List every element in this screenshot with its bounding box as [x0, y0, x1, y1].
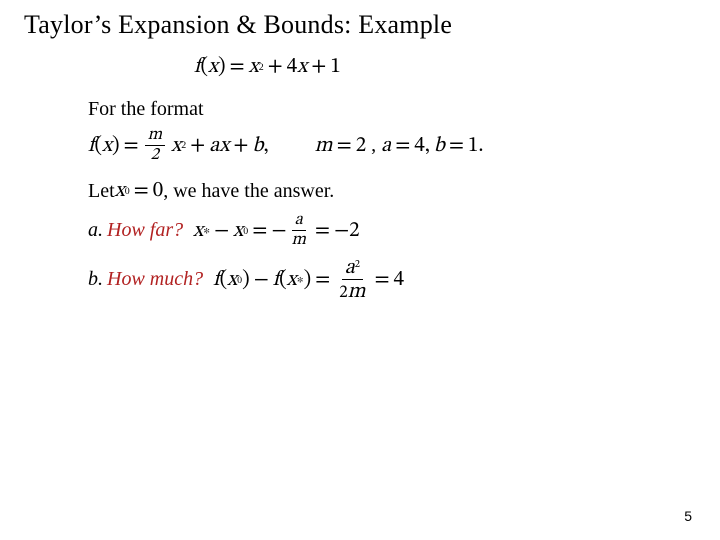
- b-val: 1: [468, 133, 478, 159]
- four: 4: [287, 54, 297, 80]
- fx0-x: x: [227, 267, 237, 293]
- one: 1: [330, 54, 340, 80]
- let-zero: 0: [153, 178, 163, 204]
- frac-m-over-2: m 2: [145, 127, 165, 164]
- x2: x: [297, 54, 307, 80]
- a-comma: ,: [425, 133, 430, 159]
- fmt-plus1: +: [190, 133, 205, 159]
- sq: 2: [259, 62, 264, 73]
- fmt-comma: ,: [264, 133, 269, 159]
- fmt-rparen: ): [112, 133, 120, 159]
- fxs-star: ∗: [297, 273, 304, 289]
- num-a: a: [292, 212, 306, 231]
- lparen: (: [200, 54, 208, 80]
- den-m: m: [288, 231, 308, 249]
- slide-title: Taylor’s Expansion & Bounds: Example: [24, 10, 696, 40]
- minus1: −: [214, 218, 229, 244]
- frac-a-over-m: a m: [288, 212, 308, 249]
- x: x: [249, 54, 259, 80]
- x0-x: x: [233, 218, 243, 244]
- equals: =: [230, 54, 245, 80]
- frac-den-2: 2: [148, 146, 162, 164]
- fmt-b: b: [253, 133, 264, 159]
- fxs-lp: (: [279, 267, 287, 293]
- m-val: 2: [356, 133, 366, 159]
- m-is: m: [315, 133, 333, 159]
- howmuch-text: How much?: [107, 268, 203, 291]
- howfar-text: How far?: [107, 219, 183, 242]
- let-x: x: [115, 178, 125, 204]
- qa-b-label: b.: [88, 268, 103, 291]
- fmt-sq: 2: [181, 140, 186, 151]
- x0-sub: 0: [243, 226, 248, 237]
- xstar-star: ∗: [203, 224, 210, 240]
- qa-a-eq1: =: [252, 218, 267, 244]
- slide: Taylor’s Expansion & Bounds: Example f(x…: [0, 0, 720, 540]
- neg-sign: −: [271, 218, 286, 244]
- qa-b-eq2: =: [375, 267, 390, 293]
- format-label-line: For the format: [88, 98, 696, 121]
- b-is: b: [434, 133, 445, 159]
- fx0-sub: 0: [237, 275, 242, 286]
- equation-fx: f(x) = x2 + 4x + 1: [194, 54, 696, 80]
- qa-a-line: a. How far? x∗ − x0 = − a m = −2: [88, 212, 696, 249]
- fmt-a: a: [209, 133, 219, 159]
- fxs-rp: ): [304, 267, 312, 293]
- qa-b-eq1: =: [315, 267, 330, 293]
- plus2: +: [311, 54, 326, 80]
- xstar-x: x: [193, 218, 203, 244]
- let-tail: , we have the answer.: [163, 180, 334, 203]
- fx0-lp: (: [220, 267, 228, 293]
- a-is: a: [381, 133, 391, 159]
- fmt-plus2: +: [233, 133, 248, 159]
- rparen: ): [218, 54, 226, 80]
- qa-a-val: −2: [334, 218, 360, 244]
- format-equation-line: f(x) = m 2 x2 + ax + b, m = 2 , a = 4, b…: [88, 127, 696, 164]
- fxs-x: x: [287, 267, 297, 293]
- qa-b-line: b. How much? f(x0) − f(x∗) = a2 2m = 4: [88, 257, 696, 302]
- let-word: Let: [88, 180, 115, 203]
- qa-a-eq2: =: [315, 218, 330, 244]
- let-x-sub0: 0: [125, 186, 130, 197]
- qa-a-label: a.: [88, 219, 103, 242]
- fmt-x3: x: [219, 133, 229, 159]
- let-line: Let x0 = 0, we have the answer.: [88, 178, 696, 204]
- page-number: 5: [684, 508, 692, 524]
- num-a2: a2: [342, 257, 363, 280]
- b-period: .: [478, 133, 483, 159]
- frac-num-m: m: [145, 127, 165, 146]
- minus2: −: [254, 267, 269, 293]
- fx0-rp: ): [242, 267, 250, 293]
- fmt-x2: x: [171, 133, 181, 159]
- fmt-eq: =: [124, 133, 139, 159]
- qa-b-val: 4: [394, 267, 404, 293]
- frac-a2-over-2m: a2 2m: [336, 257, 368, 302]
- plus1: +: [268, 54, 283, 80]
- fmt-x: x: [102, 133, 112, 159]
- b-eq: =: [449, 133, 464, 159]
- math-x: x: [208, 54, 218, 80]
- m-eq: =: [337, 133, 352, 159]
- fmt-lparen: (: [94, 133, 102, 159]
- a-val: 4: [414, 133, 424, 159]
- let-eq: =: [134, 178, 149, 204]
- sep1: ,: [366, 134, 381, 157]
- format-label: For the format: [88, 98, 204, 121]
- a-eq: =: [395, 133, 410, 159]
- den-2m: 2m: [336, 280, 368, 302]
